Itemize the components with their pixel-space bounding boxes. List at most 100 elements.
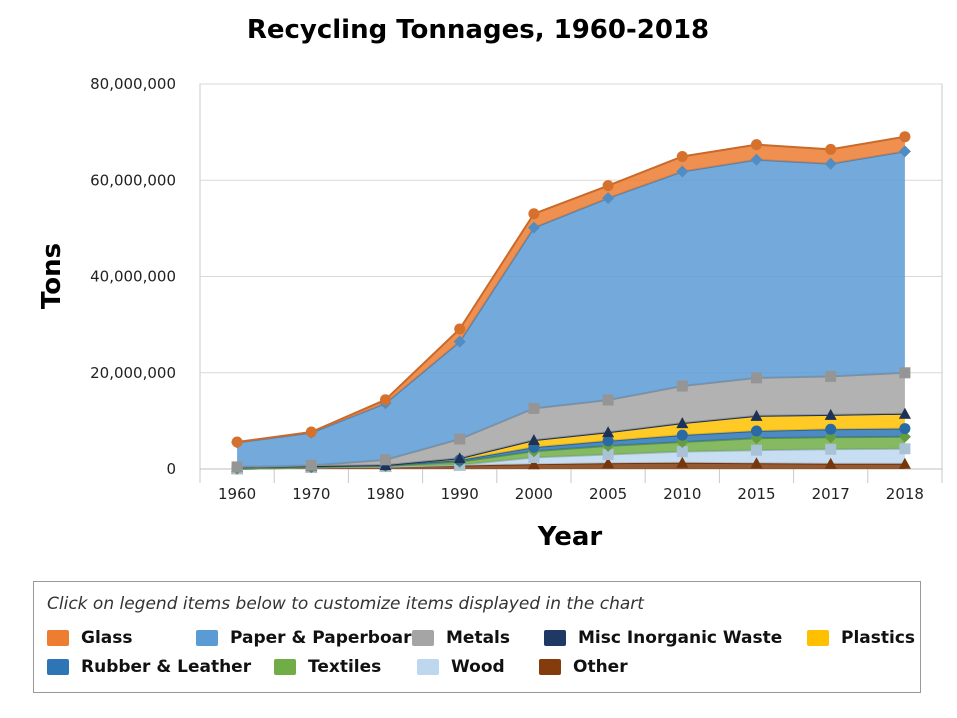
- point-metals: [305, 459, 317, 471]
- point-paper-paperboard: [453, 335, 466, 348]
- point-wood: [602, 449, 614, 461]
- y-tick-label: 60,000,000: [90, 171, 176, 189]
- y-tick-label: 40,000,000: [90, 268, 176, 286]
- x-tick-label: 2015: [737, 485, 775, 503]
- point-glass: [380, 394, 391, 406]
- legend-label: Plastics: [841, 628, 916, 648]
- y-axis-title: Tons: [37, 243, 67, 309]
- legend-item-other[interactable]: Other: [539, 657, 628, 677]
- legend: Click on legend items below to customize…: [33, 581, 921, 693]
- point-rubber-leather: [602, 435, 614, 447]
- point-glass: [676, 150, 688, 162]
- legend-item-rubber-leather[interactable]: Rubber & Leather: [47, 657, 251, 677]
- point-glass: [899, 131, 911, 143]
- legend-swatch: [412, 630, 434, 646]
- legend-label: Metals: [446, 628, 510, 648]
- area-textiles: [237, 436, 905, 469]
- legend-item-plastics[interactable]: Plastics: [807, 628, 915, 648]
- legend-item-wood[interactable]: Wood: [417, 657, 505, 677]
- point-glass: [602, 180, 614, 192]
- point-rubber-leather: [751, 425, 762, 437]
- x-tick-label: 1960: [218, 485, 256, 503]
- legend-label: Paper & Paperboard: [230, 628, 424, 648]
- point-other: [527, 458, 540, 470]
- point-textiles: [898, 430, 911, 443]
- legend-label: Textiles: [308, 657, 382, 677]
- point-metals: [751, 372, 762, 384]
- point-textiles: [824, 431, 837, 444]
- point-wood: [899, 443, 911, 455]
- x-tick-label: 2000: [515, 485, 553, 503]
- point-misc-inorganic-waste: [602, 426, 615, 438]
- point-glass: [751, 139, 762, 151]
- point-metals: [454, 433, 466, 445]
- legend-swatch: [417, 659, 439, 675]
- point-paper-paperboard: [602, 192, 615, 205]
- point-glass: [825, 143, 837, 155]
- legend-swatch: [196, 630, 218, 646]
- legend-item-metals[interactable]: Metals: [412, 628, 510, 648]
- point-glass: [305, 426, 317, 438]
- area-other: [237, 462, 905, 469]
- x-tick-label: 2018: [886, 485, 924, 503]
- legend-label: Misc Inorganic Waste: [578, 628, 783, 648]
- x-tick-label: 1970: [292, 485, 330, 503]
- point-metals: [602, 394, 614, 406]
- point-paper-paperboard: [898, 145, 911, 158]
- y-tick-label: 20,000,000: [90, 364, 176, 382]
- point-paper-paperboard: [676, 165, 689, 178]
- legend-swatch: [539, 659, 561, 675]
- point-rubber-leather: [676, 429, 688, 441]
- legend-hint: Click on legend items below to customize…: [47, 594, 644, 614]
- legend-swatch: [807, 630, 829, 646]
- legend-swatch: [47, 630, 69, 646]
- legend-item-paper-paperboard[interactable]: Paper & Paperboard: [196, 628, 424, 648]
- point-metals: [380, 454, 391, 466]
- point-rubber-leather: [899, 423, 911, 435]
- point-metals: [676, 380, 688, 392]
- y-tick-label: 0: [166, 460, 176, 478]
- x-tick-label: 2005: [589, 485, 627, 503]
- legend-item-glass[interactable]: Glass: [47, 628, 133, 648]
- point-paper-paperboard: [824, 157, 837, 170]
- point-misc-inorganic-waste: [898, 407, 911, 419]
- point-glass: [231, 436, 243, 448]
- y-tick-label: 80,000,000: [90, 75, 176, 93]
- area-metals: [237, 372, 905, 468]
- point-misc-inorganic-waste: [453, 452, 466, 464]
- line-glass: [236, 135, 906, 443]
- area-rubber-leather: [237, 428, 905, 469]
- x-axis-title: Year: [537, 522, 603, 552]
- point-glass: [528, 208, 540, 220]
- point-misc-inorganic-waste: [527, 434, 540, 446]
- point-other: [898, 457, 911, 469]
- point-metals: [528, 402, 540, 414]
- x-tick-label: 1990: [441, 485, 479, 503]
- x-tick-label: 2010: [663, 485, 701, 503]
- point-wood: [751, 444, 762, 456]
- point-metals: [825, 370, 837, 382]
- legend-swatch: [274, 659, 296, 675]
- point-misc-inorganic-waste: [676, 417, 689, 429]
- legend-item-textiles[interactable]: Textiles: [274, 657, 381, 677]
- point-metals: [899, 367, 911, 379]
- legend-item-misc-inorganic-waste[interactable]: Misc Inorganic Waste: [544, 628, 782, 648]
- point-paper-paperboard: [750, 153, 763, 166]
- point-other: [676, 456, 689, 468]
- legend-label: Wood: [451, 657, 505, 677]
- point-paper-paperboard: [527, 221, 540, 234]
- legend-label: Other: [573, 657, 628, 677]
- point-rubber-leather: [825, 423, 837, 435]
- point-other: [602, 457, 615, 469]
- point-misc-inorganic-waste: [750, 409, 763, 421]
- point-wood: [676, 446, 688, 458]
- legend-label: Glass: [81, 628, 133, 648]
- area-plastics: [237, 413, 905, 468]
- legend-swatch: [47, 659, 69, 675]
- chart-title: Recycling Tonnages, 1960-2018: [247, 15, 709, 45]
- legend-label: Rubber & Leather: [81, 657, 252, 677]
- legend-swatch: [544, 630, 566, 646]
- point-glass: [454, 323, 466, 335]
- point-wood: [528, 451, 540, 463]
